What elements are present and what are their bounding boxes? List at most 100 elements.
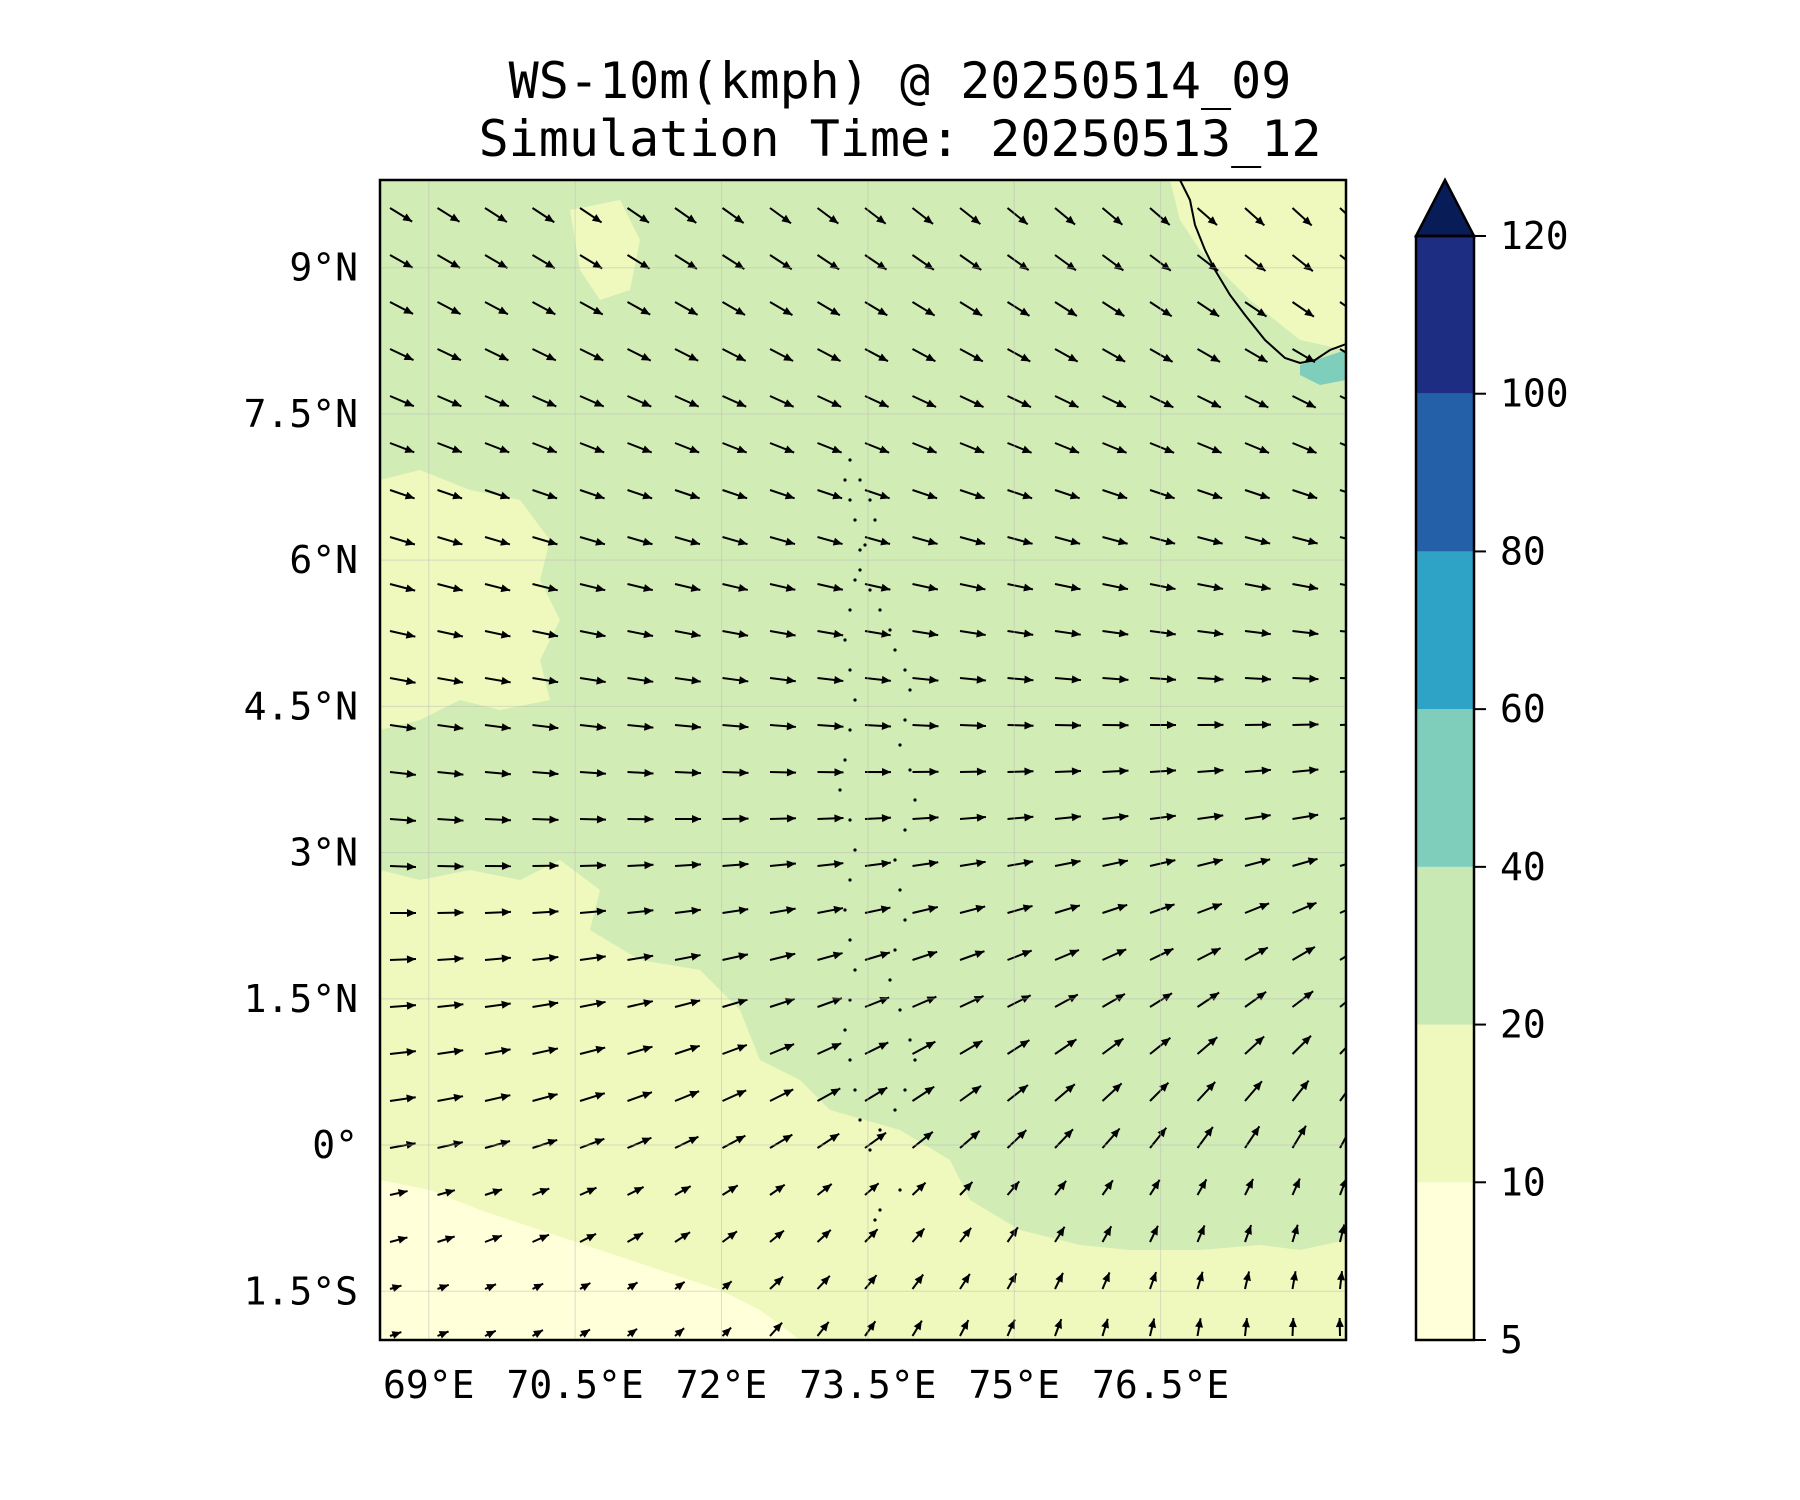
wind-arrow <box>1339 816 1346 820</box>
wind-arrow <box>864 768 892 777</box>
wind-arrow <box>484 1047 511 1055</box>
wind-arrow <box>1244 946 1269 961</box>
wind-arrow <box>1102 903 1128 914</box>
wind-arrow <box>579 489 605 500</box>
wind-arrow <box>627 348 652 362</box>
wind-arrow <box>721 1230 738 1243</box>
wind-arrow <box>1339 1046 1346 1055</box>
wind-arrow <box>959 859 986 868</box>
wind-arrow <box>1054 583 1081 592</box>
atoll-dot-21 <box>888 978 892 982</box>
wind-arrow <box>437 769 464 778</box>
wind-arrow <box>532 1092 558 1102</box>
wind-arrow <box>674 442 700 454</box>
wind-arrow <box>721 1184 739 1196</box>
wind-arrow <box>674 860 702 869</box>
wind-arrow <box>1102 948 1127 961</box>
wind-arrow <box>1196 1178 1208 1196</box>
wind-arrow <box>1244 629 1271 638</box>
calm-wind-region <box>380 1180 800 1340</box>
wind-arrow <box>1292 442 1317 454</box>
wind-arrow <box>579 861 607 870</box>
wind-arrow <box>1288 1317 1297 1337</box>
wind-arrow <box>1007 904 1033 914</box>
wind-arrow <box>1054 904 1081 914</box>
wind-arrow <box>769 1321 783 1337</box>
wind-arrow <box>959 1319 970 1337</box>
atoll-dot-18 <box>898 888 902 892</box>
wind-arrow <box>769 906 796 915</box>
wind-arrow <box>437 254 461 269</box>
atoll-dot-23 <box>908 1038 912 1042</box>
wind-arrow <box>1196 1225 1206 1243</box>
wind-arrow <box>1007 629 1034 638</box>
wind-arrow <box>912 905 939 914</box>
wind-arrow <box>1101 301 1125 317</box>
wind-arrow <box>1054 813 1081 822</box>
wind-arrow <box>531 207 555 224</box>
wind-arrow <box>1339 536 1346 540</box>
wind-arrow <box>769 1133 793 1149</box>
wind-arrow <box>912 675 939 684</box>
wind-arrow <box>1054 1180 1067 1196</box>
wind-arrow <box>389 1189 408 1197</box>
wind-arrow <box>1102 629 1129 638</box>
wind-arrow <box>769 997 796 1008</box>
wind-arrow <box>389 723 416 732</box>
strong-wind-region <box>1300 350 1346 385</box>
atoll-outlines <box>838 458 917 1222</box>
colorbar-label-1: 10 <box>1500 1160 1546 1204</box>
wind-arrow <box>484 395 510 408</box>
atoll-dot-51 <box>843 478 847 482</box>
colorbar: 5 10 20 40 60 80 100 120 <box>1413 177 1569 1362</box>
wind-arrow <box>1244 583 1271 592</box>
wind-arrow <box>912 629 939 638</box>
wind-arrow <box>532 489 558 500</box>
wind-arrow <box>579 907 606 916</box>
wind-arrow <box>1054 767 1082 776</box>
wind-arrow <box>1292 720 1319 729</box>
wind-arrow <box>1339 677 1346 680</box>
wind-arrow <box>1197 766 1224 775</box>
atoll-dot-46 <box>848 608 852 612</box>
y-tick-label-7: 1.5°S <box>244 1269 358 1313</box>
wind-arrow <box>959 348 984 363</box>
wind-arrow <box>437 862 464 871</box>
wind-arrow <box>1149 489 1175 500</box>
wind-arrow <box>722 906 749 915</box>
wind-arrow <box>532 1233 550 1243</box>
wind-arrow <box>627 489 653 500</box>
wind-arrow <box>1149 1225 1159 1243</box>
light-wind-north-patch <box>570 200 640 300</box>
wind-arrow <box>769 1043 795 1055</box>
wind-arrow <box>1197 675 1224 684</box>
wind-arrow <box>627 722 654 731</box>
wind-arrow <box>1244 766 1271 775</box>
wind-arrow <box>864 1041 889 1055</box>
wind-arrow <box>389 583 416 593</box>
wind-arrow <box>484 1000 511 1009</box>
wind-arrow <box>959 721 987 730</box>
colorbar-segment-3 <box>1416 709 1474 867</box>
wind-arrow <box>1196 1126 1214 1149</box>
wind-arrow <box>437 1188 456 1197</box>
colorbar-label-2: 20 <box>1500 1003 1546 1047</box>
wind-arrow <box>532 769 559 778</box>
wind-arrow <box>579 1328 591 1338</box>
wind-arrow <box>1101 992 1126 1008</box>
wind-arrow <box>817 1087 841 1102</box>
wind-arrow <box>1291 207 1313 227</box>
atoll-dot-36 <box>843 908 847 912</box>
wind-arrow <box>769 1275 784 1290</box>
wind-arrow <box>911 1181 927 1196</box>
wind-arrow <box>437 1235 455 1244</box>
wind-arrow <box>627 1045 653 1055</box>
wind-arrow <box>674 768 702 777</box>
wind-arrow <box>1196 991 1220 1008</box>
wind-arrow <box>1054 1083 1076 1102</box>
wind-arrow <box>864 395 890 408</box>
wind-arrow <box>1149 536 1176 546</box>
wind-arrow <box>1149 207 1171 226</box>
y-tick-label-4: 3°N <box>289 831 358 875</box>
wind-arrow <box>532 301 556 316</box>
